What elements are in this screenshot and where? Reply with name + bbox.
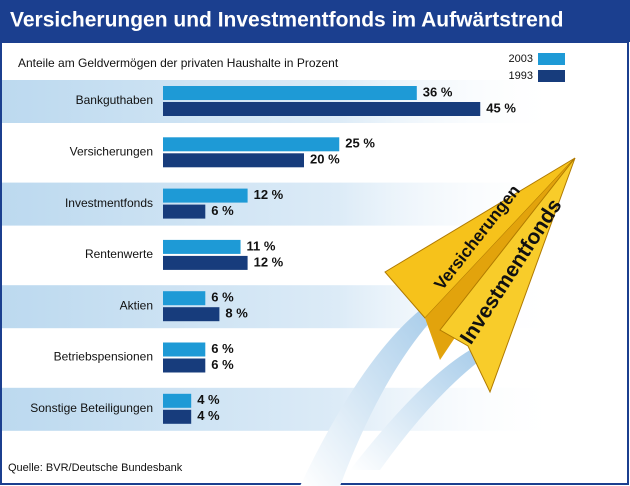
category-label: Bankguthaben <box>76 93 153 107</box>
value-label: 4 % <box>197 408 220 423</box>
bar <box>163 409 192 424</box>
category-label: Aktien <box>120 298 153 312</box>
bar <box>163 239 241 254</box>
value-label: 6 % <box>211 357 234 372</box>
bar <box>163 188 248 203</box>
bar <box>163 102 481 116</box>
value-label: 6 % <box>211 203 234 218</box>
bar <box>163 342 206 357</box>
plane-wing <box>439 157 576 394</box>
swoosh <box>300 310 430 486</box>
bar <box>163 86 417 100</box>
legend-swatch <box>538 53 565 65</box>
row-band <box>2 182 562 226</box>
value-label: 45 % <box>486 100 516 115</box>
value-label: 8 % <box>225 306 248 321</box>
bar <box>163 291 206 306</box>
category-label: Betriebspensionen <box>54 350 153 364</box>
chart-subtitle: Anteile am Geldvermögen der privaten Hau… <box>18 56 339 70</box>
value-label: 25 % <box>345 136 375 151</box>
bar <box>163 358 206 373</box>
source: Quelle: BVR/Deutsche Bundesbank <box>8 462 183 474</box>
legend-label: 1993 <box>509 70 533 82</box>
legend-label: 2003 <box>509 53 533 65</box>
bar <box>163 137 340 152</box>
bar <box>163 393 192 408</box>
category-label: Investmentfonds <box>65 196 153 210</box>
category-label: Rentenwerte <box>85 247 153 261</box>
value-label: 6 % <box>211 290 234 305</box>
category-label: Versicherungen <box>70 144 153 158</box>
value-label: 12 % <box>254 254 284 269</box>
swoosh <box>350 350 478 470</box>
row-band <box>2 387 562 431</box>
value-label: 12 % <box>254 187 284 202</box>
value-label: 20 % <box>310 152 340 167</box>
bar <box>163 307 220 322</box>
legend-swatch <box>538 70 565 82</box>
value-label: 6 % <box>211 341 234 356</box>
title-bar <box>0 0 630 42</box>
value-label: 11 % <box>247 238 276 253</box>
bar <box>163 255 248 270</box>
bar <box>163 153 304 168</box>
category-label: Sonstige Beteiligungen <box>30 401 153 415</box>
value-label: 36 % <box>423 84 453 99</box>
bar <box>163 204 206 219</box>
paper-plane <box>384 157 576 394</box>
chart-title: Versicherungen und Investmentfonds im Au… <box>10 9 563 32</box>
value-label: 4 % <box>197 392 220 407</box>
